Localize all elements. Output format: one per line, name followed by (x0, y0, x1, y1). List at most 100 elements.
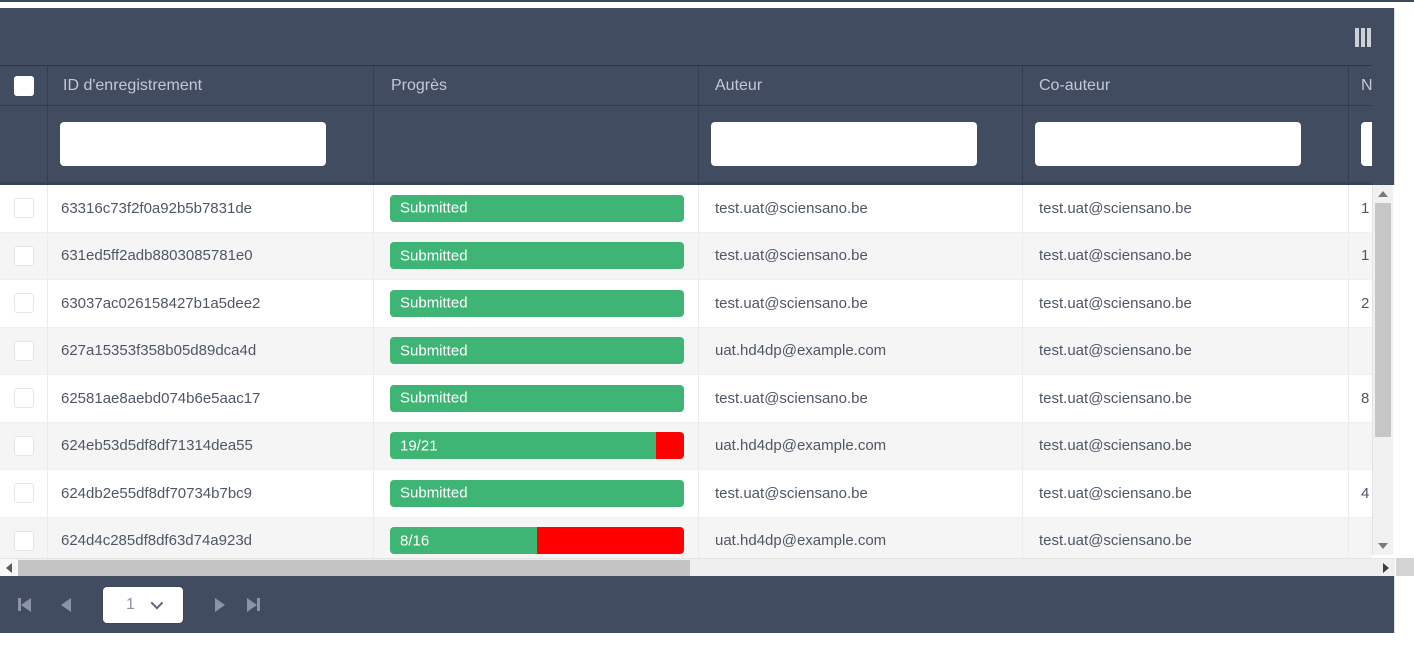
progress-cell: Submitted (373, 280, 698, 327)
progress-green-segment (390, 384, 684, 412)
progress-bar: 19/21 (390, 432, 684, 460)
record-id-cell: 624eb53d5df8df71314dea55 (47, 422, 373, 469)
progress-cell: Submitted (373, 327, 698, 374)
horizontal-scrollbar[interactable] (0, 558, 1395, 576)
vertical-scrollbar[interactable] (1372, 185, 1393, 555)
author-cell: test.uat@sciensano.be (698, 280, 1022, 327)
select-all-checkbox[interactable] (13, 75, 34, 96)
filter-row (0, 105, 1372, 185)
record-id-cell: 627a15353f358b05d89dca4d (47, 327, 373, 374)
table-row: 624eb53d5df8df71314dea55 19/21 uat.hd4dp… (0, 422, 1372, 470)
progress-label: Submitted (400, 389, 468, 407)
prev-page-button[interactable] (61, 597, 71, 612)
progress-label: Submitted (400, 199, 468, 217)
rows-viewport: 63316c73f2f0a92b5b7831de Submitted test.… (0, 185, 1372, 558)
top-border-line (0, 0, 1414, 2)
horizontal-scrollbar-thumb[interactable] (18, 560, 690, 576)
header-cell-progress[interactable]: Progrès (373, 66, 698, 105)
co-author-cell: test.uat@sciensano.be (1022, 470, 1348, 517)
first-page-icon (18, 598, 21, 611)
table-row: 624d4c285df8df63d74a923d 8/16 uat.hd4dp@… (0, 517, 1372, 558)
first-page-button[interactable] (18, 597, 31, 612)
last-page-button[interactable] (247, 597, 260, 612)
progress-cell: 8/16 (373, 517, 698, 558)
record-id-filter-input[interactable] (60, 122, 326, 166)
co-author-cell: test.uat@sciensano.be (1022, 517, 1348, 558)
row-checkbox[interactable] (13, 530, 34, 551)
chevron-down-icon (150, 596, 164, 610)
scroll-down-icon[interactable] (1373, 537, 1393, 555)
record-id-cell: 63037ac026158427b1a5dee2 (47, 280, 373, 327)
n-cell (1348, 422, 1372, 469)
scroll-up-icon[interactable] (1373, 185, 1393, 203)
page-select[interactable]: 1 (103, 586, 183, 623)
row-checkbox[interactable] (13, 435, 34, 456)
progress-label: Submitted (400, 342, 468, 360)
record-id-cell: 62581ae8aebd074b6e5aac17 (47, 375, 373, 422)
row-select-cell (0, 423, 47, 470)
row-select-cell (0, 280, 47, 327)
co-author-cell: test.uat@sciensano.be (1022, 185, 1348, 232)
row-checkbox[interactable] (13, 483, 34, 504)
header-cell-n[interactable]: N (1348, 66, 1372, 105)
page-select-value: 1 (126, 595, 135, 613)
row-checkbox[interactable] (13, 245, 34, 266)
n-cell: 1 (1348, 232, 1372, 279)
next-page-icon (215, 597, 225, 612)
row-checkbox[interactable] (13, 388, 34, 409)
column-label-author: Auteur (715, 76, 763, 94)
column-label-co-author: Co-auteur (1039, 76, 1111, 94)
progress-label: 19/21 (400, 437, 438, 455)
vertical-scrollbar-thumb[interactable] (1375, 203, 1391, 437)
table-row: 63037ac026158427b1a5dee2 Submitted test.… (0, 280, 1372, 328)
scroll-left-icon[interactable] (0, 559, 18, 576)
header-cell-select (0, 66, 47, 105)
row-checkbox[interactable] (13, 198, 34, 219)
progress-cell: Submitted (373, 470, 698, 517)
progress-green-segment (390, 432, 657, 460)
progress-label: Submitted (400, 484, 468, 502)
progress-bar: Submitted (390, 289, 684, 317)
co-author-cell: test.uat@sciensano.be (1022, 422, 1348, 469)
author-cell: test.uat@sciensano.be (698, 232, 1022, 279)
record-id-cell: 631ed5ff2adb8803085781e0 (47, 232, 373, 279)
progress-green-segment (390, 527, 537, 555)
table-row: 63316c73f2f0a92b5b7831de Submitted test.… (0, 185, 1372, 233)
progress-bar: Submitted (390, 242, 684, 270)
header-cell-author[interactable]: Auteur (698, 66, 1022, 105)
author-cell: uat.hd4dp@example.com (698, 327, 1022, 374)
columns-icon[interactable] (1355, 28, 1371, 47)
progress-green-segment (390, 337, 684, 365)
header-cell-co-author[interactable]: Co-auteur (1022, 66, 1348, 105)
progress-bar: Submitted (390, 384, 684, 412)
scrollbar-corner (1396, 558, 1414, 576)
row-select-cell (0, 470, 47, 517)
progress-cell: Submitted (373, 232, 698, 279)
next-page-button[interactable] (215, 597, 225, 612)
filter-cell-co-author (1022, 106, 1348, 182)
row-checkbox[interactable] (13, 340, 34, 361)
header-cell-record-id[interactable]: ID d'enregistrement (47, 66, 373, 105)
grid-header: ID d'enregistrement Progrès Auteur Co-au… (0, 65, 1394, 185)
progress-green-segment (390, 289, 684, 317)
progress-cell: 19/21 (373, 422, 698, 469)
column-label-record-id: ID d'enregistrement (63, 76, 203, 94)
progress-label: Submitted (400, 294, 468, 312)
grid-pager: 1 (0, 576, 1394, 633)
progress-green-segment (390, 479, 684, 507)
co-author-cell: test.uat@sciensano.be (1022, 375, 1348, 422)
progress-cell: Submitted (373, 185, 698, 232)
n-filter-input[interactable] (1361, 122, 1372, 166)
grid-body: 63316c73f2f0a92b5b7831de Submitted test.… (0, 185, 1395, 558)
table-row: 62581ae8aebd074b6e5aac17 Submitted test.… (0, 375, 1372, 423)
row-checkbox[interactable] (13, 293, 34, 314)
scroll-right-icon[interactable] (1383, 559, 1389, 576)
n-cell: 2 (1348, 280, 1372, 327)
co-author-filter-input[interactable] (1035, 122, 1301, 166)
progress-cell: Submitted (373, 375, 698, 422)
row-select-cell (0, 375, 47, 422)
progress-label: 8/16 (400, 532, 430, 550)
co-author-cell: test.uat@sciensano.be (1022, 232, 1348, 279)
author-filter-input[interactable] (711, 122, 977, 166)
